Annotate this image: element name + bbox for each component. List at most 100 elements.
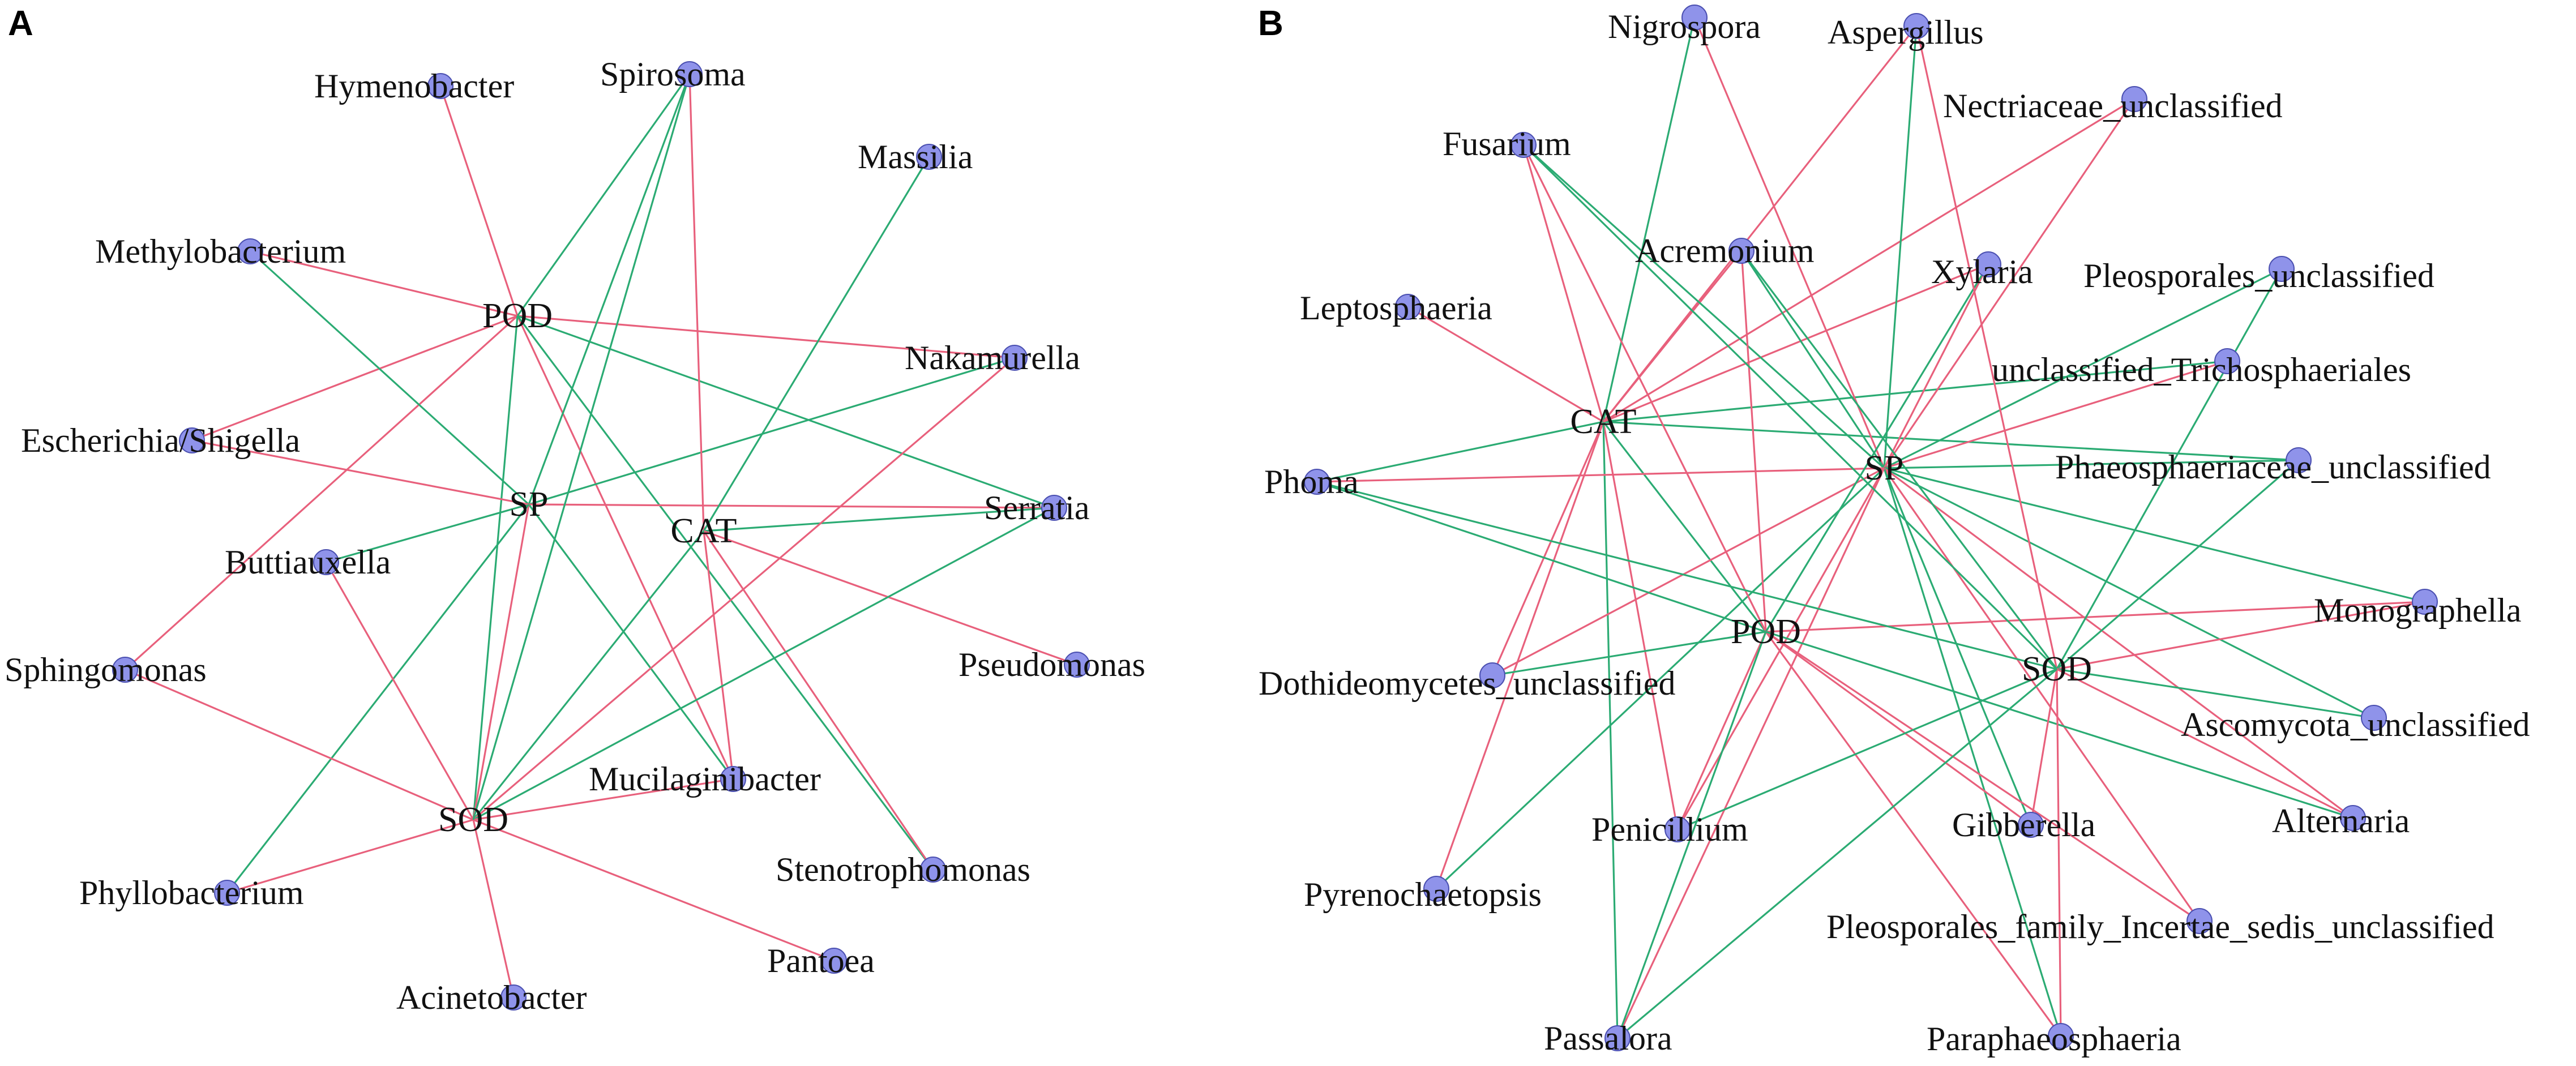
panel-a-node-mucilaginibacter bbox=[720, 766, 746, 792]
panel-b-node-passalora bbox=[1604, 1025, 1631, 1051]
panel-a-edge-cat-sod bbox=[472, 530, 705, 820]
panel-b-edge-pod-alternaria bbox=[1765, 631, 2354, 819]
panel-a-edge-sod-mucilaginibacter bbox=[473, 778, 734, 821]
panel-a-edge-sp-serratia bbox=[528, 503, 1055, 509]
panel-a-edge-sp-methylobacterium bbox=[249, 250, 530, 506]
panel-a-node-sphingomonas bbox=[112, 657, 138, 683]
panel-b-hub-label-cat: CAT bbox=[1570, 403, 1636, 441]
panel-b-node-label-nigrospora: Nigrospora bbox=[1608, 8, 1761, 45]
panel-b-node-label-passalora: Passalora bbox=[1544, 1020, 1672, 1057]
panel-b-edge-sp-unclassified-trichosphaeriales bbox=[1884, 360, 2228, 469]
panel-b-node-label-acremonium: Acremonium bbox=[1635, 232, 1815, 269]
panel-b-node-pleosporales-family-incertae-sedis-unclassified bbox=[2186, 908, 2213, 934]
panel-a-hub-label-cat: CAT bbox=[670, 512, 737, 550]
panel-b-edge-pod-paraphaeosphaeria bbox=[1765, 631, 2062, 1037]
panel-b-edge-sod-pleosporales-unclassified bbox=[2056, 268, 2283, 670]
panel-b-edge-pod-pleosporales-family-incertae-sedis-unclassified bbox=[1765, 631, 2200, 922]
panel-b-edge-pod-fusarium bbox=[1522, 144, 1767, 632]
panel-b-edge-sod-acremonium bbox=[1740, 250, 2058, 670]
panel-b-node-nectriaceae-unclassified bbox=[2121, 86, 2147, 112]
panel-b-edge-sod-alternaria bbox=[2056, 668, 2354, 819]
panel-b-edge-sp-ascomycota-unclassified bbox=[1884, 467, 2374, 719]
panel-a-edge-pod-serratia bbox=[517, 315, 1055, 509]
panel-b-node-xylaria bbox=[1975, 251, 2001, 277]
panel-a-edge-pod-escherichia-shigella bbox=[191, 315, 518, 442]
panel-letter-a: A bbox=[8, 4, 33, 43]
panel-b-edge-sp-aspergillus bbox=[1883, 25, 1918, 469]
panel-b-edge-cat-unclassified-trichosphaeriales bbox=[1603, 360, 2228, 423]
panel-b-node-pyrenochaetopsis bbox=[1423, 876, 1449, 902]
panel-a-edge-sp-buttiauxella bbox=[326, 503, 529, 563]
panel-b-edge-pod-gibberella bbox=[1765, 631, 2031, 826]
panel-a-hub-label-pod: POD bbox=[482, 297, 553, 335]
panel-b-node-monographella bbox=[2412, 589, 2438, 615]
panel-a-edge-pod-spirosoma bbox=[516, 74, 691, 316]
panel-b-node-phaeosphaeriaceae-unclassified bbox=[2286, 447, 2312, 473]
panel-a-edge-cat-pseudomonas bbox=[703, 530, 1077, 666]
panel-a-node-label-sphingomonas: Sphingomonas bbox=[5, 651, 207, 688]
panel-a-node-label-mucilaginibacter: Mucilaginibacter bbox=[589, 760, 821, 798]
panel-b-node-leptosphaeria bbox=[1395, 294, 1421, 320]
panel-a-edge-sod-serratia bbox=[473, 507, 1055, 821]
panel-a-edge-pod-sod bbox=[472, 315, 519, 820]
panel-a-node-buttiauxella bbox=[313, 549, 339, 575]
panel-b-node-ascomycota-unclassified bbox=[2361, 705, 2387, 731]
panel-b-edge-sp-monographella bbox=[1884, 467, 2425, 603]
panel-b-edge-cat-acremonium bbox=[1602, 250, 1743, 423]
panel-a-node-label-spirosoma: Spirosoma bbox=[600, 55, 746, 93]
panel-b-edge-pod-dothideomycetes-unclassified bbox=[1492, 631, 1766, 677]
panel-b-node-label-fusarium: Fusarium bbox=[1443, 125, 1571, 162]
panel-a-edge-sp-nakamurella bbox=[528, 357, 1015, 506]
panel-a-node-methylobacterium bbox=[237, 238, 263, 264]
panel-b-edge-pod-acremonium bbox=[1740, 250, 1767, 632]
panel-b-edge-cat-pod bbox=[1602, 421, 1767, 632]
labels-layer: Hymenobacter Spirosoma Massilia Methylobact… bbox=[5, 8, 2530, 1058]
panel-a-edge-sod-nakamurella bbox=[472, 357, 1016, 821]
panel-b-edge-sp-alternaria bbox=[1884, 467, 2354, 819]
panel-b-edge-cat-xylaria bbox=[1603, 263, 1989, 423]
panel-a-edge-cat-massilia bbox=[703, 156, 930, 532]
panel-a-edge-sp-spirosoma bbox=[528, 74, 691, 505]
panel-b-node-acremonium bbox=[1728, 238, 1755, 264]
panel-a-edge-sod-acinetobacter bbox=[472, 819, 515, 998]
panel-a-edge-pod-hymenobacter bbox=[439, 85, 519, 316]
panel-b-edge-sp-passalora bbox=[1616, 468, 1885, 1039]
panel-b-edge-sp-nectriaceae-unclassified bbox=[1883, 99, 2136, 469]
panel-b-node-label-nectriaceae-unclassified: Nectriaceae_unclassified bbox=[1943, 87, 2283, 125]
panel-b-node-pleosporales-unclassified bbox=[2269, 256, 2295, 282]
panel-b-node-penicillium bbox=[1664, 816, 1691, 842]
panel-a-node-acinetobacter bbox=[500, 984, 527, 1011]
panel-b-node-label-unclassified-trichosphaeriales: unclassified_Trichosphaeriales bbox=[1992, 351, 2411, 388]
panel-b-edge-cat-dothideomycetes-unclassified bbox=[1491, 421, 1604, 676]
panel-b-edge-sod-passalora bbox=[1616, 668, 2058, 1039]
panel-a-node-label-pantoea: Pantoea bbox=[767, 942, 875, 979]
panel-a-hub-label-sod: SOD bbox=[438, 800, 508, 839]
panel-b-edge-sp-acremonium bbox=[1740, 250, 1885, 469]
panel-b-edge-sp-paraphaeosphaeria bbox=[1883, 468, 2062, 1037]
panel-b-node-label-pleosporales-unclassified: Pleosporales_unclassified bbox=[2083, 257, 2434, 294]
panel-b-edge-sp-penicillium bbox=[1676, 468, 1885, 830]
panel-a-node-label-massilia: Massilia bbox=[858, 138, 973, 175]
panel-b-edge-cat-nigrospora bbox=[1602, 17, 1696, 422]
panel-b-node-label-penicillium: Penicillium bbox=[1591, 811, 1748, 848]
panel-b-edge-sod-gibberella bbox=[2030, 669, 2058, 825]
panel-b-edge-pod-monographella bbox=[1765, 601, 2425, 633]
panel-a-node-nakamurella bbox=[1002, 345, 1028, 371]
panel-a-node-massilia bbox=[916, 144, 942, 170]
panel-b-edge-cat-phaeosphaeriaceae-unclassified bbox=[1603, 421, 2299, 461]
panel-b-edge-sp-pleosporales-family-incertae-sedis-unclassified bbox=[1883, 468, 2201, 922]
panel-b-edge-sod-fusarium bbox=[1522, 144, 2058, 670]
panel-a-node-serratia bbox=[1041, 495, 1067, 521]
panel-a-node-label-escherichia-shigella: Escherichia/Shigella bbox=[21, 422, 300, 459]
panel-b-edge-sod-penicillium bbox=[1677, 668, 2057, 830]
panel-a-edge-sp-phyllobacterium bbox=[226, 504, 530, 893]
panel-b-node-fusarium bbox=[1510, 132, 1537, 158]
panel-a-node-phyllobacterium bbox=[214, 880, 240, 906]
panel-b-node-label-alternaria: Alternaria bbox=[2272, 802, 2410, 840]
panel-b-node-label-xylaria: Xylaria bbox=[1931, 253, 2033, 290]
edges-layer bbox=[124, 17, 2425, 1039]
panel-a-node-pantoea bbox=[821, 948, 847, 974]
panel-b-edge-cat-pyrenochaetopsis bbox=[1435, 421, 1604, 889]
panel-a-edge-sod-buttiauxella bbox=[325, 562, 474, 820]
panel-b-node-label-pleosporales-family-incertae-sedis-unclassified: Pleosporales_family_Incertae_sedis_uncla… bbox=[1826, 908, 2494, 945]
